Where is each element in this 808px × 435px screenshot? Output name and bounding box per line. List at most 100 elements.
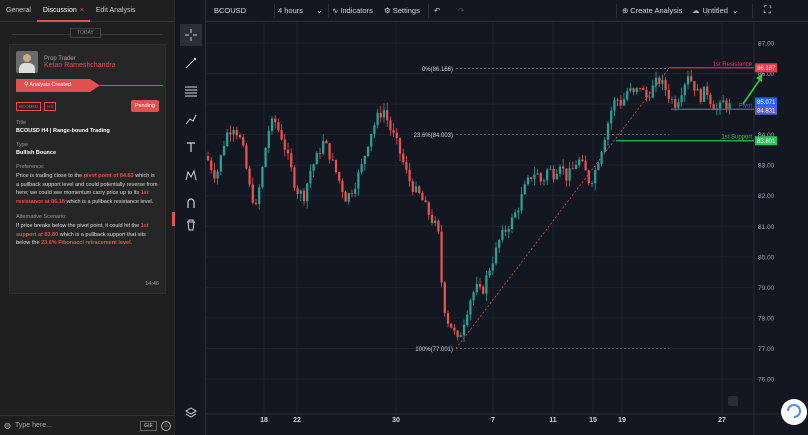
- layout-selector[interactable]: ☁ Untitled ⌄: [692, 0, 738, 22]
- candle-body: [488, 270, 491, 276]
- support-line-price-tag: [755, 136, 777, 146]
- fib-lines-icon[interactable]: [180, 80, 202, 102]
- candle-body: [645, 89, 648, 98]
- candle-body: [322, 140, 325, 154]
- create-analysis-button[interactable]: ⊕ Create Analysis: [622, 0, 682, 22]
- emoji-icon[interactable]: ☺: [161, 420, 171, 431]
- candle-body: [629, 88, 632, 91]
- candle-body: [344, 192, 347, 202]
- fib-level-0-label: 0%(86.166): [422, 67, 453, 73]
- candle-body: [648, 97, 651, 99]
- scroll-indicator[interactable]: [172, 212, 175, 226]
- candle-body: [626, 90, 629, 100]
- candle-body: [562, 166, 565, 169]
- message-input[interactable]: Type here...: [14, 422, 52, 429]
- candle-body: [654, 77, 658, 86]
- highlight-text: pivot point of 84.83: [83, 173, 134, 179]
- candle-body: [373, 125, 376, 134]
- post-type: Bullish Bounce: [16, 150, 57, 156]
- banner-label: Analysis Created: [29, 82, 71, 88]
- candle-body: [286, 149, 290, 154]
- candle-body: [523, 184, 526, 195]
- candle-body: [453, 327, 456, 331]
- candle-body: [328, 143, 331, 160]
- candle-body: [702, 86, 706, 102]
- trash-icon[interactable]: [180, 214, 202, 236]
- x-tick-label: 18: [260, 417, 268, 424]
- close-icon[interactable]: ×: [79, 6, 84, 14]
- candle-body: [242, 137, 245, 146]
- candle-body: [491, 263, 494, 271]
- candle-body: [472, 292, 475, 301]
- candle-body: [568, 168, 571, 181]
- current-price-tag: [755, 97, 777, 107]
- candle-body: [574, 165, 578, 169]
- symbol-search[interactable]: BCOUSD: [214, 6, 247, 15]
- drawing-toolbar: [176, 0, 206, 435]
- trendline-icon[interactable]: [180, 108, 202, 130]
- body-text: which is a pullback support that sits be…: [16, 231, 146, 247]
- candle-body: [661, 79, 664, 84]
- candle-body: [680, 95, 683, 103]
- price-chart[interactable]: 87.0086.0085.0084.0083.0082.0081.0080.00…: [206, 22, 808, 435]
- candle-body: [430, 214, 434, 224]
- candle-body: [459, 335, 462, 338]
- candle-body: [446, 313, 450, 324]
- candle-body: [594, 169, 597, 184]
- recaptcha-badge: [781, 399, 807, 425]
- candle-body: [219, 155, 222, 172]
- indicators-button[interactable]: ∿ Indicators: [332, 0, 373, 22]
- alternative-label: Alternative Scenario:: [16, 214, 67, 220]
- author: Prop Trader Ketan Rameshchandra: [16, 51, 159, 73]
- resistance-line-name: 1st Resistance: [713, 62, 753, 68]
- crosshair-icon[interactable]: [180, 24, 202, 46]
- tab-discussion-label: Discussion: [42, 6, 77, 14]
- candle-body: [699, 89, 702, 102]
- candle-body: [450, 323, 453, 328]
- candle-body: [402, 153, 405, 163]
- candle-body: [619, 99, 622, 106]
- x-tick-label: 11: [549, 417, 557, 424]
- tab-edit-analysis[interactable]: Edit Analysis: [95, 6, 136, 14]
- pin-icon: ⚲: [24, 82, 29, 88]
- candle-body: [501, 229, 504, 241]
- undo-icon[interactable]: ↶: [434, 6, 441, 15]
- chevron-down-icon[interactable]: ⌄: [316, 6, 323, 15]
- candle-body: [683, 84, 686, 96]
- magnet-icon[interactable]: [180, 192, 202, 214]
- settings-button[interactable]: ⚙ Settings: [384, 0, 420, 22]
- candle-body: [414, 186, 418, 192]
- interval-selector[interactable]: 4 hours: [278, 0, 303, 22]
- candle-body: [485, 275, 488, 294]
- chart-canvas[interactable]: 87.0086.0085.0084.0083.0082.0081.0080.00…: [206, 22, 808, 435]
- gif-button[interactable]: GIF: [139, 420, 157, 431]
- tab-discussion[interactable]: Discussion ×: [36, 0, 90, 22]
- candle-body: [466, 314, 469, 325]
- candle-body: [296, 188, 299, 194]
- author-name[interactable]: Ketan Rameshchandra: [44, 61, 116, 69]
- candle-body: [578, 159, 581, 166]
- preference-text: Price is trading close to the pivot poin…: [16, 172, 159, 206]
- status-badge: Pending: [130, 100, 159, 112]
- pivot-line-name: Pivot: [739, 103, 753, 109]
- text-icon[interactable]: [180, 136, 202, 158]
- candle-body: [229, 132, 232, 135]
- redo-icon[interactable]: ↷: [458, 6, 465, 15]
- fullscreen-icon[interactable]: ⛶: [764, 5, 771, 16]
- divider: [752, 4, 753, 18]
- message-composer: ◍ Type here... GIF ☺: [0, 415, 175, 435]
- candle-body: [725, 100, 728, 109]
- discussion-panel: General Discussion × Edit Analysis TODAY …: [0, 0, 175, 435]
- globe-icon[interactable]: ◍: [4, 421, 11, 430]
- candle-body: [517, 210, 520, 213]
- candle-body: [597, 164, 600, 170]
- brush-icon[interactable]: [180, 52, 202, 74]
- layers-icon[interactable]: [180, 402, 202, 424]
- pivot-line-price-tag: [755, 105, 777, 115]
- post-time: 14:46: [145, 281, 159, 287]
- pattern-icon[interactable]: [180, 164, 202, 186]
- tab-general[interactable]: General: [6, 6, 31, 14]
- resistance-line-price-label: 86.187: [757, 66, 776, 72]
- candle-body: [469, 300, 472, 315]
- candle-body: [478, 284, 482, 287]
